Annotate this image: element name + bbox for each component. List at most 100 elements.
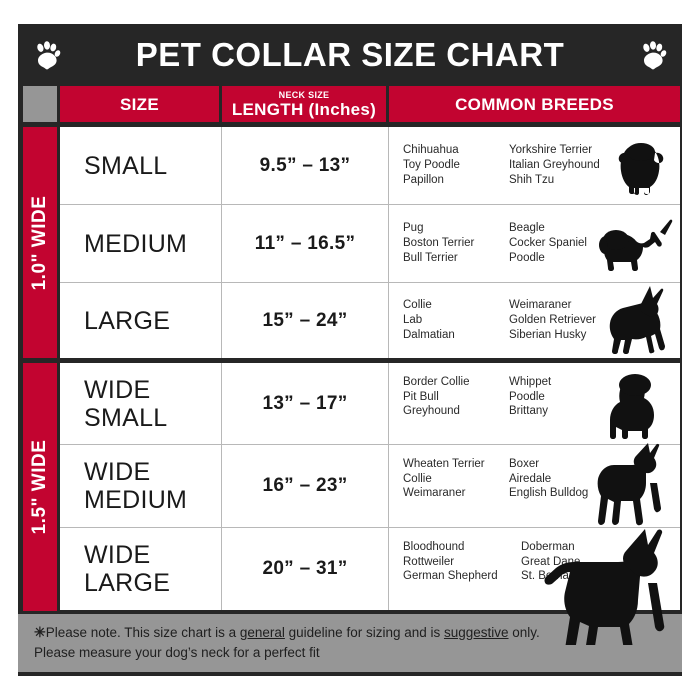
breed-list-a: Wheaten Terrier Collie Weimaraner <box>403 457 495 501</box>
column-header-length-sublabel: NECK SIZE <box>278 89 330 100</box>
small-fluffy-dog-silhouette <box>610 138 672 196</box>
size-label: SMALL <box>84 151 168 180</box>
footer-underline-suggestive: suggestive <box>443 625 509 640</box>
breed-list-a: Collie Lab Dalmatian <box>403 298 495 342</box>
cell-size: MEDIUM <box>60 205 222 282</box>
breed-item: Poodle <box>509 251 545 264</box>
breed-item: Greyhound <box>403 405 460 418</box>
footer-text-part-3: only. <box>508 625 540 640</box>
cell-breeds: Chihuahua Toy Poodle Papillon Yorkshire … <box>389 127 680 204</box>
column-header-length-label: LENGTH (Inches) <box>231 99 377 119</box>
breed-list-b: Doberman Great Dane St. Bernard <box>521 540 625 584</box>
breed-list-a: Bloodhound Rottweiler German Shepherd <box>403 540 507 584</box>
cell-length: 15” – 24” <box>222 283 389 358</box>
table-row[interactable]: SMALL 9.5” – 13” Chihuahua Toy Poodle Pa… <box>60 127 680 204</box>
size-chart-card: PET COLLAR SIZE CHART SIZE NECK SIZE LEN… <box>18 24 682 676</box>
breed-item: Chihuahua <box>403 144 459 157</box>
size-label: WIDE LARGE <box>84 541 171 597</box>
breed-item: Rottweiler <box>403 555 455 568</box>
breed-item: Whippet <box>509 376 552 388</box>
breed-list-b: Whippet Poodle Brittany <box>509 375 613 419</box>
group-label-2-text: 1.5" WIDE <box>29 439 50 535</box>
breed-item: Pug <box>403 222 424 235</box>
size-table: SIZE NECK SIZE LENGTH (Inches) COMMON BR… <box>18 86 682 611</box>
cell-breeds: Bloodhound Rottweiler German Shepherd Do… <box>389 528 680 610</box>
chart-header: PET COLLAR SIZE CHART <box>18 24 682 86</box>
cell-length: 11” – 16.5” <box>222 205 389 282</box>
footer-text-part-1: Please note. This size chart is a <box>45 625 240 640</box>
cell-breeds: Pug Boston Terrier Bull Terrier Beagle C… <box>389 205 680 282</box>
breed-item: Collie <box>403 299 432 312</box>
row-divider <box>60 527 680 528</box>
breed-item: Boxer <box>509 458 540 470</box>
header-divider <box>20 122 680 127</box>
breed-item: Pit Bull <box>403 390 439 403</box>
breed-item: Bull Terrier <box>403 251 458 264</box>
breed-item: Brittany <box>509 405 548 418</box>
group-label-1-text: 1.0" WIDE <box>29 195 50 290</box>
breed-item: Cocker Spaniel <box>509 237 587 250</box>
cell-size: LARGE <box>60 283 222 358</box>
table-row[interactable]: LARGE 15” – 24” Collie Lab Dalmatian Wei… <box>60 283 680 358</box>
cell-length: 16” – 23” <box>222 445 389 527</box>
table-row[interactable]: MEDIUM 11” – 16.5” Pug Boston Terrier Bu… <box>60 205 680 282</box>
footer-note: ✳Please note. This size chart is a gener… <box>18 611 682 673</box>
breed-item: Golden Retriever <box>509 314 596 327</box>
cell-size: WIDE MEDIUM <box>60 445 222 527</box>
table-header-row: SIZE NECK SIZE LENGTH (Inches) COMMON BR… <box>20 86 680 122</box>
breed-item: Papillon <box>403 173 444 186</box>
breed-item: Lab <box>403 314 423 327</box>
cell-size: WIDE SMALL <box>60 363 222 444</box>
group-2-wrapper: 1.5" WIDE WIDE SMALL 13” – 17” Border Co… <box>20 363 680 611</box>
breed-item: Airedale <box>509 472 552 485</box>
paw-print-icon <box>638 40 668 70</box>
column-header-size-label: SIZE <box>120 94 159 114</box>
breed-list-a: Chihuahua Toy Poodle Papillon <box>403 143 495 187</box>
breed-item: Italian Greyhound <box>509 159 600 172</box>
size-label: MEDIUM <box>84 229 188 258</box>
breed-item: Collie <box>403 472 432 485</box>
breed-item: Beagle <box>509 222 545 235</box>
column-header-length: NECK SIZE LENGTH (Inches) <box>222 86 389 122</box>
cell-breeds: Collie Lab Dalmatian Weimaraner Golden R… <box>389 283 680 358</box>
breed-item: Toy Poodle <box>403 159 460 172</box>
row-divider <box>60 282 680 283</box>
cell-length: 9.5” – 13” <box>222 127 389 204</box>
breed-item: Dalmatian <box>403 328 455 341</box>
table-row[interactable]: WIDE SMALL 13” – 17” Border Collie Pit B… <box>60 363 680 444</box>
breed-item: Great Dane <box>521 555 581 568</box>
cell-breeds: Border Collie Pit Bull Greyhound Whippet… <box>389 363 680 444</box>
page-title: PET COLLAR SIZE CHART <box>135 36 565 73</box>
footer-text-part-2: guideline for sizing and is <box>284 625 444 640</box>
breed-item: Siberian Husky <box>509 328 587 341</box>
breed-item: Poodle <box>509 390 545 403</box>
breed-list-b: Yorkshire Terrier Italian Greyhound Shih… <box>509 143 613 187</box>
column-header-breeds: COMMON BREEDS <box>389 86 680 122</box>
breed-item: Weimaraner <box>403 487 466 500</box>
breed-list-b: Weimaraner Golden Retriever Siberian Hus… <box>509 298 613 342</box>
size-label: WIDE MEDIUM <box>84 458 188 514</box>
breed-list-a: Border Collie Pit Bull Greyhound <box>403 375 495 419</box>
cell-length: 20” – 31” <box>222 528 389 610</box>
size-label: WIDE SMALL <box>84 375 168 432</box>
breed-item: Weimaraner <box>509 299 572 312</box>
breed-item: Wheaten Terrier <box>403 458 485 470</box>
footer-underline-general: general <box>239 625 285 640</box>
cell-length: 13” – 17” <box>222 363 389 444</box>
cell-size: WIDE LARGE <box>60 528 222 610</box>
breed-list-a: Pug Boston Terrier Bull Terrier <box>403 221 495 265</box>
table-row[interactable]: WIDE MEDIUM 16” – 23” Wheaten Terrier Co… <box>60 443 680 527</box>
group-divider <box>20 358 680 363</box>
breed-list-b: Boxer Airedale English Bulldog <box>509 457 613 501</box>
breed-item: St. Bernard <box>521 570 580 583</box>
row-divider <box>60 204 680 205</box>
breed-item: Bloodhound <box>403 541 465 553</box>
corner-cell <box>20 86 60 122</box>
group-label-1: 1.0" WIDE <box>20 127 60 358</box>
breed-item: Yorkshire Terrier <box>509 144 593 157</box>
breed-item: Doberman <box>521 541 575 553</box>
asterisk-icon: ✳ <box>34 624 46 640</box>
group-label-2: 1.5" WIDE <box>20 363 60 611</box>
table-row[interactable]: WIDE LARGE 20” – 31” Bloodhound Rottweil… <box>60 528 680 610</box>
cell-breeds: Wheaten Terrier Collie Weimaraner Boxer … <box>389 443 680 527</box>
